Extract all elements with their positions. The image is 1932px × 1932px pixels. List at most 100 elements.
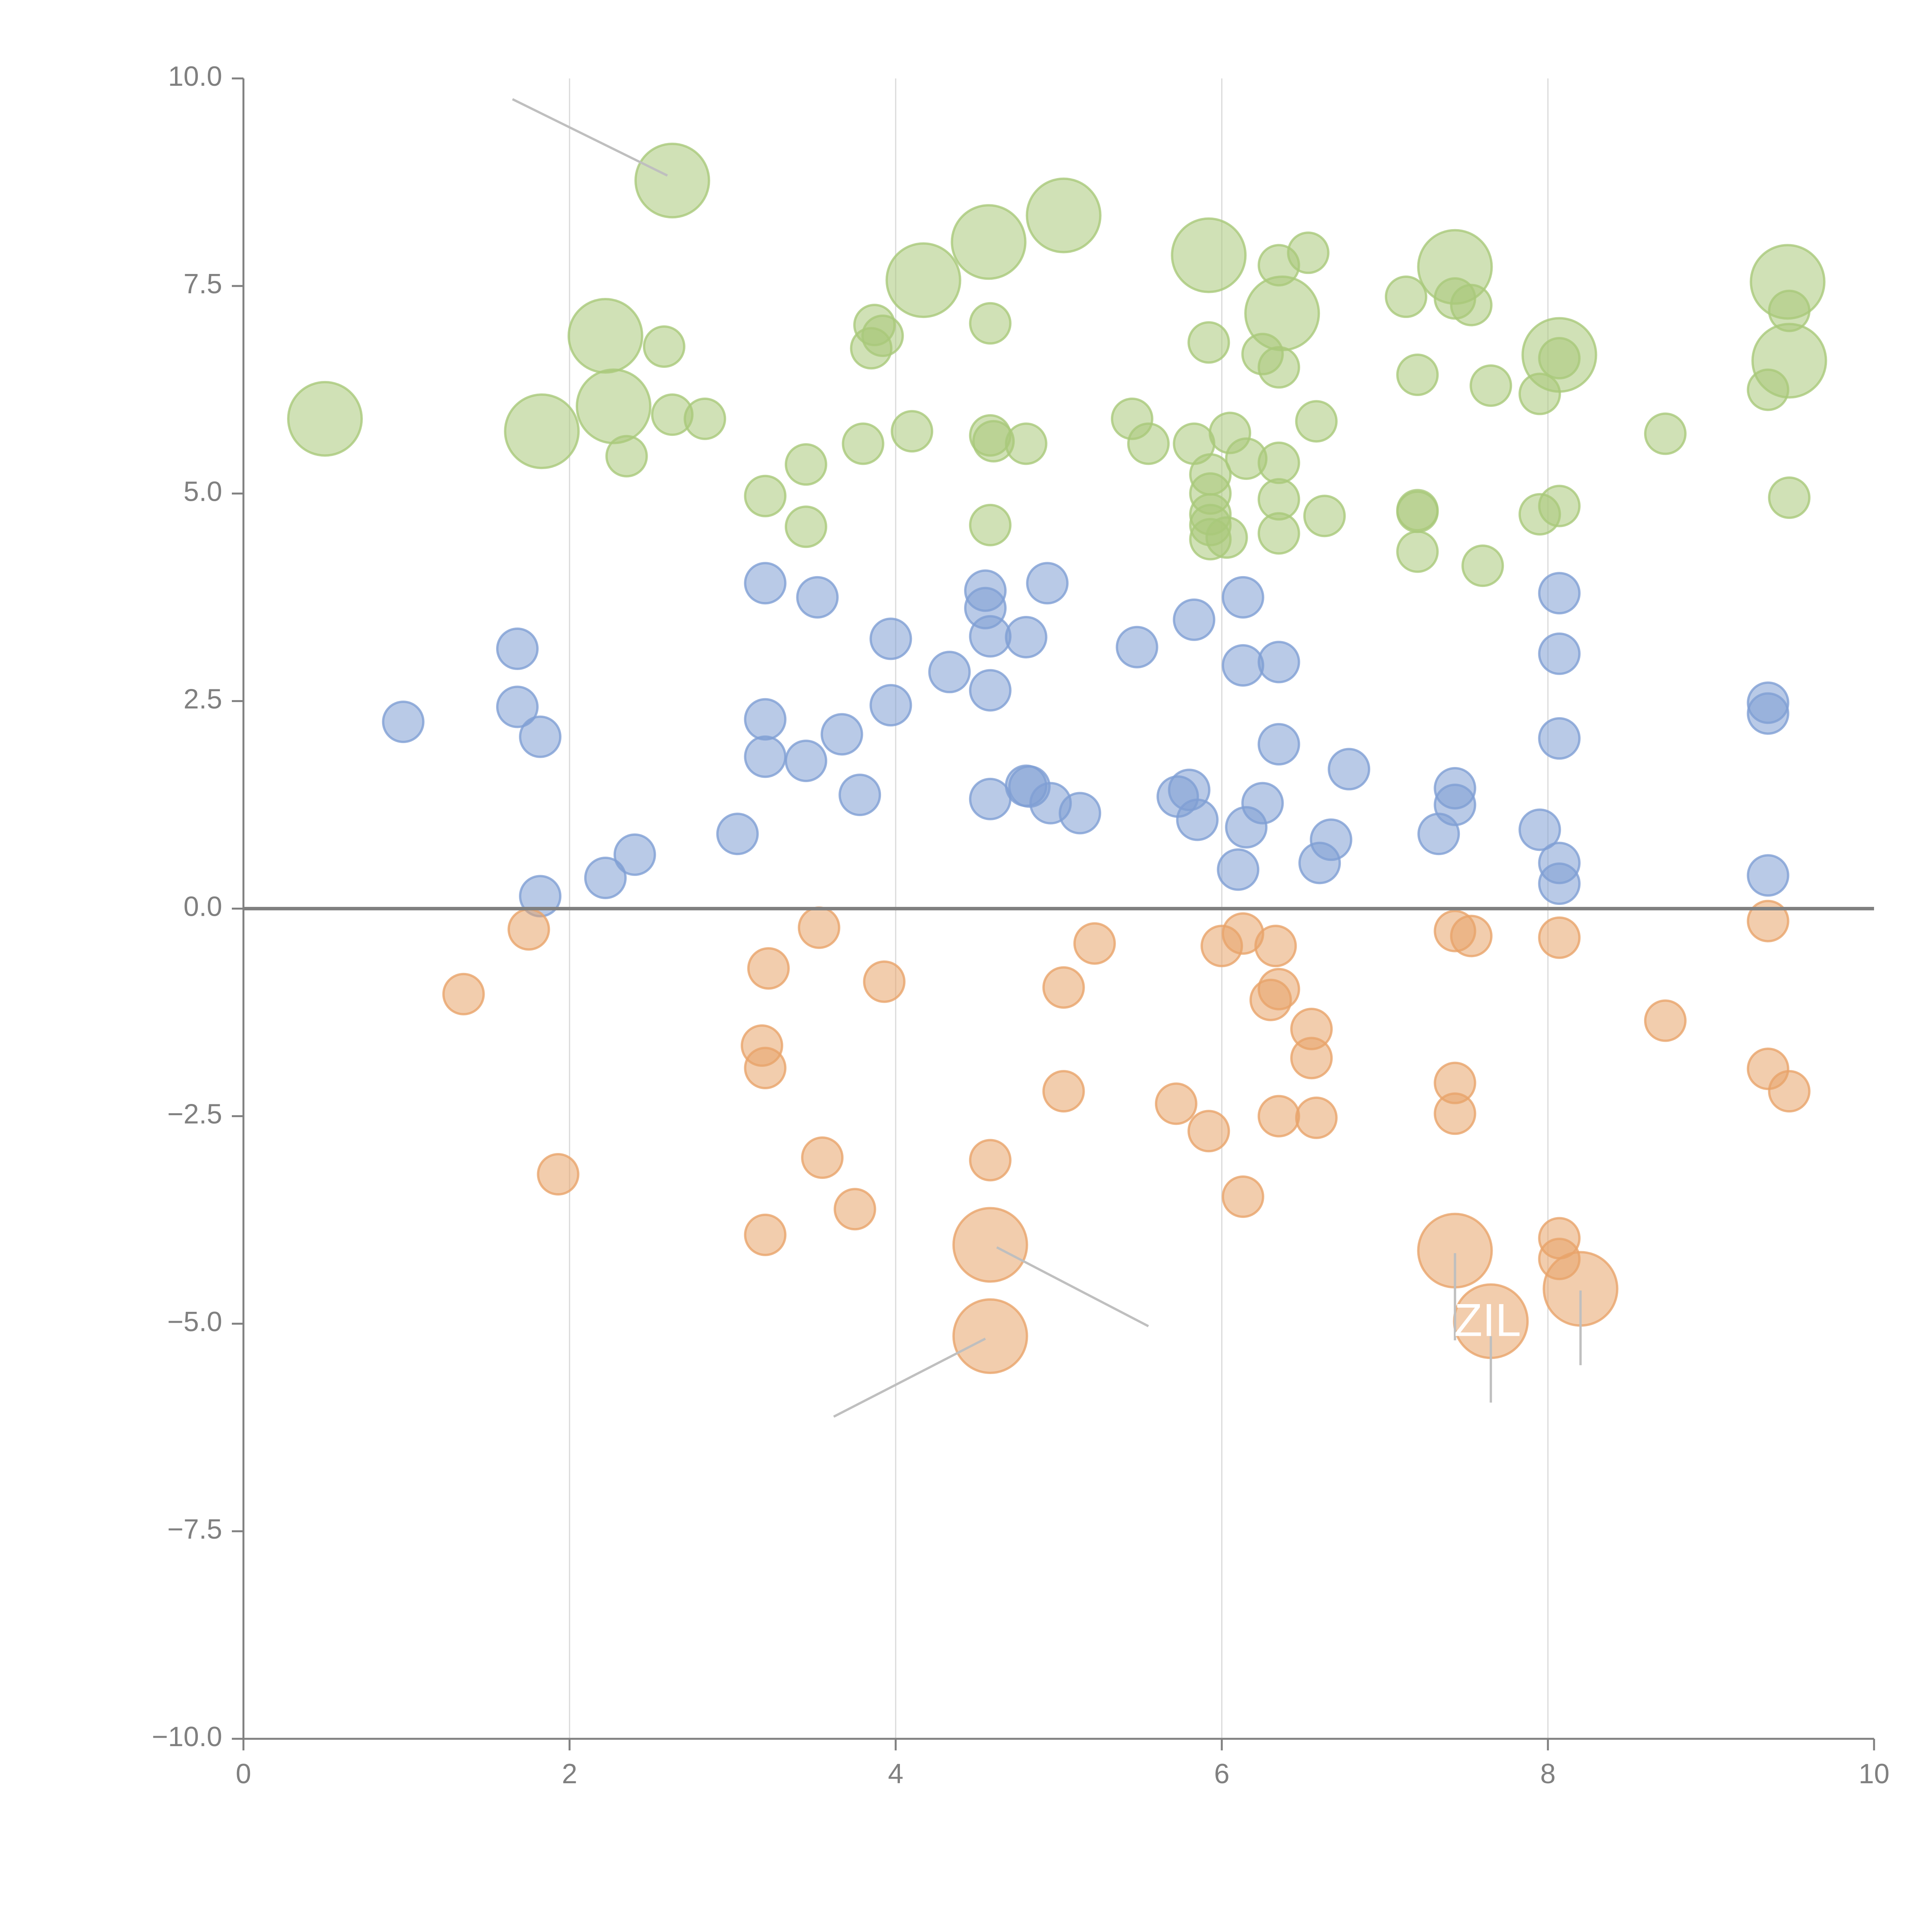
bubble-blue-6 — [613, 833, 656, 876]
bubble-green-63 — [1644, 412, 1687, 455]
bubble-blue-52 — [1538, 862, 1581, 905]
label-layer: ZIL — [1454, 1294, 1521, 1346]
bubble-blue-9 — [744, 698, 787, 741]
bubble-green-52 — [1396, 530, 1439, 573]
x-tick-label-5: 10 — [1859, 1759, 1889, 1789]
bubble-orange-35 — [1538, 916, 1581, 959]
bubble-orange-31 — [1434, 1092, 1476, 1135]
bubble-green-3 — [575, 368, 651, 444]
bubble-green-28 — [1171, 217, 1247, 293]
bubble-green-45 — [1287, 231, 1330, 274]
y-tick-label-2: 5.0 — [184, 476, 222, 507]
bubble-blue-21 — [969, 669, 1012, 712]
bubble-blue-48 — [1538, 572, 1581, 615]
bubble-orange-18 — [1187, 1110, 1230, 1153]
bubble-blue-35 — [1221, 576, 1264, 619]
bubble-blue-14 — [838, 774, 881, 816]
bubble-blue-8 — [744, 562, 787, 605]
bubble-green-10 — [784, 443, 827, 486]
bubble-blue-1 — [496, 628, 539, 670]
leader-line-0 — [512, 98, 668, 177]
bubble-blue-16 — [869, 684, 912, 727]
bubble-green-47 — [1303, 495, 1346, 537]
bubble-green-43 — [1257, 512, 1300, 555]
bubble-green-68 — [1768, 476, 1811, 519]
bubble-orange-10 — [863, 960, 906, 1003]
x-tick-label-0: 0 — [236, 1759, 251, 1789]
bubble-blue-43 — [1328, 748, 1371, 791]
bubble-green-4 — [605, 435, 648, 478]
bubble-label-0: ZIL — [1454, 1294, 1521, 1346]
y-tick-label-7: −7.5 — [167, 1514, 222, 1545]
bubble-orange-0 — [442, 973, 485, 1015]
bubble-blue-54 — [1747, 692, 1789, 735]
bubble-orange-33 — [1450, 915, 1493, 957]
bubble-green-17 — [885, 242, 961, 318]
bubble-green-5 — [643, 325, 685, 368]
bubble-green-24 — [1026, 177, 1102, 253]
bubble-blue-17 — [928, 651, 971, 694]
bubble-blue-2 — [496, 685, 539, 728]
y-tick-label-5: −2.5 — [167, 1099, 222, 1130]
x-tick-label-4: 8 — [1540, 1759, 1556, 1789]
y-tick-label-6: −5.0 — [167, 1306, 222, 1337]
leader-line-1 — [996, 1246, 1149, 1327]
bubble-orange-5 — [744, 1213, 787, 1256]
bubble-orange-23 — [1254, 925, 1297, 968]
bubble-orange-1 — [507, 908, 550, 951]
bubble-orange-4 — [744, 1047, 787, 1090]
bubble-green-22 — [969, 503, 1012, 546]
x-tick-label-1: 2 — [562, 1759, 577, 1789]
x-tick-label-3: 6 — [1214, 1759, 1230, 1789]
bubble-green-40 — [1257, 346, 1300, 389]
bubble-green-11 — [784, 505, 827, 548]
y-tick-label-0: 10.0 — [168, 61, 222, 92]
bubble-green-44 — [1244, 276, 1320, 352]
bubble-orange-42 — [1768, 1070, 1811, 1113]
bubble-blue-50 — [1538, 717, 1581, 760]
bubble-blue-28 — [1058, 792, 1101, 835]
bubble-blue-10 — [744, 735, 787, 778]
bubble-green-49 — [1396, 354, 1439, 396]
bubble-green-46 — [1295, 400, 1338, 443]
bubble-green-29 — [1187, 321, 1230, 364]
bubble-orange-17 — [1155, 1082, 1197, 1125]
bubble-blue-13 — [820, 713, 863, 756]
bubble-green-12 — [842, 422, 884, 465]
bubble-orange-13 — [952, 1298, 1028, 1374]
bubble-green-18 — [951, 204, 1027, 280]
bubble-blue-34 — [1217, 848, 1260, 891]
leader-layer — [512, 98, 1582, 1418]
bubble-green-23 — [1005, 422, 1048, 465]
axis-layer: 10.0 7.5 5.0 2.5 0.0 −2.5 −5.0 −7.5 −10.0 0 2 4 6 8 10 — [152, 61, 1889, 1789]
bubble-blue-0 — [382, 701, 425, 743]
bubble-orange-24 — [1257, 968, 1300, 1010]
y-tick-label-3: 2.5 — [184, 684, 222, 714]
bubble-green-35 — [1205, 516, 1248, 559]
bubble-orange-40 — [1747, 900, 1789, 942]
bubble-blue-47 — [1518, 808, 1561, 851]
y-tick-label-4: 0.0 — [184, 891, 222, 922]
bubble-orange-9 — [833, 1188, 876, 1231]
bubble-blue-55 — [1747, 854, 1789, 897]
bubble-orange-8 — [801, 1136, 844, 1179]
bubble-orange-12 — [952, 1207, 1028, 1283]
bubble-green-56 — [1461, 544, 1504, 587]
bubble-blue-7 — [716, 813, 759, 855]
bubble-green-62 — [1538, 485, 1581, 527]
bubble-green-7 — [634, 143, 710, 219]
bubble-orange-39 — [1644, 999, 1687, 1042]
bubble-green-61 — [1538, 337, 1581, 380]
x-tick-label-2: 4 — [888, 1759, 903, 1789]
bubble-green-55 — [1450, 284, 1493, 327]
bubble-blue-49 — [1538, 632, 1581, 675]
bubble-green-9 — [744, 474, 787, 517]
bubble-green-48 — [1384, 276, 1427, 318]
bubble-blue-26 — [1026, 562, 1069, 605]
bubble-green-19 — [969, 302, 1012, 345]
y-tick-label-8: −10.0 — [152, 1721, 222, 1752]
leader-line-2 — [833, 1337, 986, 1418]
bubble-green-0 — [287, 381, 363, 457]
bubble-orange-14 — [1042, 966, 1085, 1009]
